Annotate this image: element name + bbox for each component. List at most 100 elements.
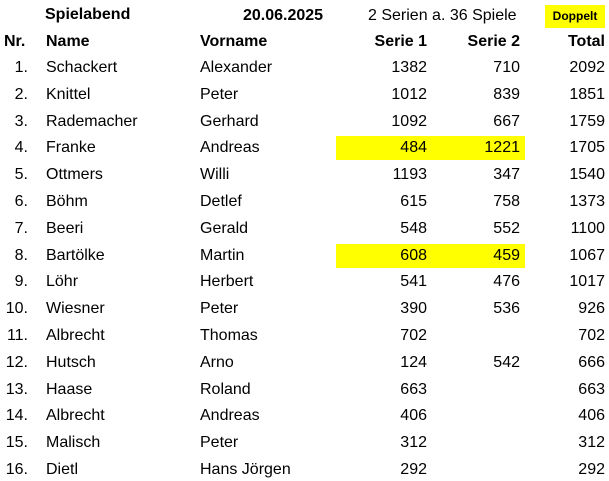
total-score: 2092 [569, 59, 605, 76]
serie1-score: 312 [400, 434, 427, 452]
serie2-score: 347 [493, 166, 520, 184]
serie1-score: 1092 [391, 112, 427, 130]
col-header-serie1: Serie 1 [374, 33, 427, 50]
first-name: Detlef [200, 193, 242, 210]
serie1-score: 1012 [391, 85, 427, 103]
rank: 10. [5, 300, 28, 318]
last-name: Malisch [46, 434, 101, 452]
col-header-nr: Nr. [4, 33, 26, 50]
total-score: 926 [578, 300, 605, 318]
serie1-score: 390 [400, 300, 427, 318]
last-name: Albrecht [46, 327, 105, 344]
serie1-score: 406 [400, 407, 427, 425]
total-score: 1705 [569, 139, 605, 157]
first-name: Andreas [200, 407, 260, 425]
first-name: Hans Jörgen [200, 461, 291, 478]
highlight-cell [432, 243, 525, 268]
total-score: 1540 [569, 166, 605, 184]
last-name: Schackert [46, 59, 118, 76]
serie1-score: 292 [400, 461, 427, 478]
total-score: 406 [578, 407, 605, 425]
serie1-score: 1382 [391, 59, 427, 76]
last-name: Bartölke [46, 246, 105, 264]
serie1-score: 541 [400, 273, 427, 291]
serie2-score: 667 [493, 112, 520, 130]
first-name: Herbert [200, 273, 254, 291]
serie2-score: 459 [493, 246, 520, 264]
last-name: Haase [46, 380, 93, 398]
serie1-score: 124 [400, 353, 427, 371]
last-name: Löhr [46, 273, 79, 291]
last-name: Ottmers [46, 166, 103, 184]
rank: 13. [5, 380, 28, 398]
serie2-score: 476 [493, 273, 520, 291]
col-header-total: Total [567, 33, 605, 50]
rank: 3. [14, 112, 28, 130]
rank: 1. [14, 59, 28, 76]
col-header-name: Name [46, 33, 90, 50]
serie2-score: 839 [493, 85, 520, 103]
doppelt-badge: Doppelt [545, 5, 605, 28]
serie1-score: 484 [400, 139, 427, 157]
total-score: 1067 [569, 246, 605, 264]
last-name: Franke [46, 139, 96, 157]
last-name: Beeri [46, 219, 84, 237]
rank: 7. [14, 219, 28, 237]
total-score: 1373 [569, 193, 605, 210]
col-header-vorname: Vorname [200, 33, 268, 50]
total-score: 1759 [569, 112, 605, 130]
last-name: Rademacher [46, 112, 138, 130]
total-score: 1851 [569, 85, 605, 103]
rank: 4. [14, 139, 28, 157]
first-name: Martin [200, 246, 245, 264]
rank: 11. [6, 327, 28, 344]
serie2-score: 542 [493, 353, 520, 371]
first-name: Andreas [200, 139, 260, 157]
serie2-score: 710 [493, 59, 520, 76]
last-name: Dietl [46, 461, 79, 478]
event-date: 20.06.2025 [243, 7, 324, 24]
first-name: Alexander [200, 59, 273, 76]
serie1-score: 608 [400, 246, 427, 264]
highlight-cell [432, 136, 525, 161]
last-name: Knittel [46, 85, 91, 103]
last-name: Böhm [46, 193, 88, 210]
rank: 2. [14, 85, 28, 103]
serie1-score: 548 [400, 219, 427, 237]
rank: 15. [5, 434, 28, 452]
rank: 8. [14, 246, 28, 264]
first-name: Peter [200, 300, 239, 318]
event-title: Spielabend [45, 6, 131, 23]
total-score: 292 [578, 461, 605, 478]
highlight-cell [336, 136, 432, 161]
first-name: Peter [200, 434, 239, 452]
highlight-cell [336, 243, 432, 268]
serie2-score: 552 [493, 219, 520, 237]
first-name: Roland [200, 380, 251, 398]
total-score: 1017 [569, 273, 605, 291]
last-name: Wiesner [46, 300, 105, 318]
total-score: 666 [578, 353, 605, 371]
serie2-score: 536 [493, 300, 520, 318]
serie1-score: 1193 [392, 166, 427, 184]
total-score: 663 [578, 380, 605, 398]
serie2-score: 1221 [484, 139, 520, 157]
total-score: 702 [578, 327, 605, 344]
first-name: Arno [200, 353, 234, 371]
last-name: Albrecht [46, 407, 105, 425]
last-name: Hutsch [46, 353, 96, 371]
col-header-serie2: Serie 2 [467, 33, 520, 50]
total-score: 1100 [570, 219, 605, 237]
event-format: 2 Serien a. 36 Spiele [368, 7, 517, 24]
first-name: Gerhard [200, 112, 259, 130]
rank: 16. [5, 461, 28, 478]
rank: 14. [5, 407, 28, 425]
first-name: Willi [200, 166, 230, 184]
first-name: Thomas [200, 327, 258, 344]
first-name: Gerald [200, 219, 249, 237]
rank: 9. [14, 273, 28, 291]
rank: 5. [14, 166, 28, 184]
first-name: Peter [200, 85, 239, 103]
serie1-score: 663 [400, 380, 427, 398]
